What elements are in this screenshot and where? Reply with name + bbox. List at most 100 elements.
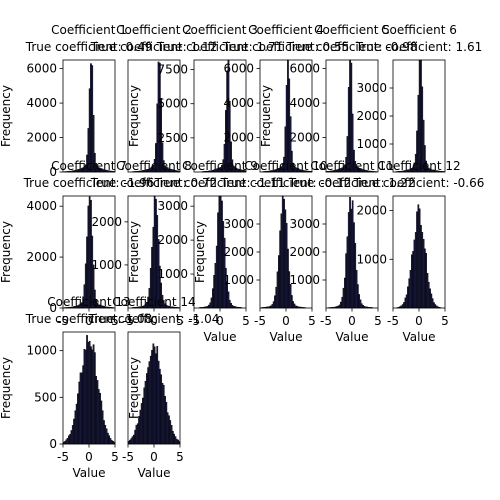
panel-title: Coefficient 10 bbox=[244, 159, 327, 173]
panel-subtitle: True coefficient: -1.11 bbox=[154, 176, 286, 190]
x-tick-label: 0 bbox=[85, 450, 93, 464]
panel-subtitle: True coefficient: 0.49 bbox=[25, 40, 152, 54]
x-tick-label: 5 bbox=[374, 314, 382, 328]
x-axis-label: Value bbox=[336, 330, 369, 344]
x-tick-label: -5 bbox=[122, 450, 134, 464]
y-tick-label: 2000 bbox=[91, 215, 122, 229]
panel-subtitle: True coefficient: 0.55 bbox=[222, 40, 349, 54]
panel-title: Coefficient 8 bbox=[116, 159, 192, 173]
y-tick-label: 2000 bbox=[223, 131, 254, 145]
y-tick-label: 1000 bbox=[289, 273, 320, 287]
x-tick-label: 0 bbox=[415, 314, 423, 328]
panel-subtitle: True coefficient: 1.22 bbox=[288, 176, 415, 190]
y-tick-label: 2000 bbox=[356, 109, 387, 123]
panel-subtitle: True coefficient: 0.72 bbox=[90, 176, 217, 190]
x-axis-label: Value bbox=[138, 466, 171, 480]
x-tick-label: 5 bbox=[176, 450, 184, 464]
y-axis-label: Frequency bbox=[0, 357, 13, 419]
x-tick-label: 5 bbox=[308, 314, 316, 328]
panel-subtitle: True coefficient: -0.66 bbox=[353, 176, 485, 190]
panel-title: Coefficient 4 bbox=[248, 23, 324, 37]
panel-subtitle: True coefficient: 1.71 bbox=[156, 40, 283, 54]
y-tick-label: 3000 bbox=[223, 217, 254, 231]
y-tick-label: 0 bbox=[49, 437, 57, 451]
panel-title: Coefficient 13 bbox=[47, 295, 130, 309]
y-axis-label: Frequency bbox=[0, 85, 13, 147]
y-axis-label: Frequency bbox=[127, 357, 141, 419]
y-axis-label: Frequency bbox=[127, 85, 141, 147]
x-tick-label: 5 bbox=[242, 314, 250, 328]
y-tick-label: 1000 bbox=[157, 267, 188, 281]
x-tick-label: -5 bbox=[188, 314, 200, 328]
y-tick-label: 2000 bbox=[289, 131, 320, 145]
y-tick-label: 4000 bbox=[26, 96, 57, 110]
y-tick-label: 500 bbox=[34, 390, 57, 404]
y-tick-label: 5000 bbox=[157, 97, 188, 111]
panel-title: Coefficient 11 bbox=[310, 159, 393, 173]
panel-title: Coefficient 6 bbox=[381, 23, 457, 37]
axes-frame bbox=[62, 59, 116, 173]
y-axis-label: Frequency bbox=[127, 221, 141, 283]
x-tick-label: 0 bbox=[282, 314, 290, 328]
x-tick-label: -5 bbox=[122, 314, 134, 328]
x-tick-label: 5 bbox=[441, 314, 449, 328]
axes-frame bbox=[193, 59, 247, 173]
y-tick-label: 6000 bbox=[289, 62, 320, 76]
x-axis-label: Value bbox=[403, 330, 436, 344]
y-tick-label: 4000 bbox=[223, 96, 254, 110]
panel-title: Coefficient 7 bbox=[51, 159, 127, 173]
axes-frame bbox=[259, 59, 313, 173]
y-tick-label: 3000 bbox=[157, 199, 188, 213]
panel-title: Coefficient 1 bbox=[51, 23, 127, 37]
panel-subtitle: True coefficient: 1.61 bbox=[355, 40, 482, 54]
y-tick-label: 0 bbox=[49, 165, 57, 179]
x-tick-label: 0 bbox=[150, 450, 158, 464]
y-tick-label: 3000 bbox=[289, 217, 320, 231]
y-tick-label: 2000 bbox=[26, 250, 57, 264]
panel-title: Coefficient 12 bbox=[377, 159, 460, 173]
axes-frame bbox=[127, 59, 181, 173]
x-tick-label: 5 bbox=[176, 314, 184, 328]
y-tick-label: 1000 bbox=[26, 344, 57, 358]
y-tick-label: 2000 bbox=[289, 245, 320, 259]
y-tick-label: 2000 bbox=[356, 204, 387, 218]
x-axis-label: Value bbox=[73, 466, 106, 480]
panel-title: Coefficient 9 bbox=[182, 159, 258, 173]
x-tick-label: 5 bbox=[111, 450, 119, 464]
y-tick-label: 2000 bbox=[223, 245, 254, 259]
x-axis-label: Value bbox=[270, 330, 303, 344]
y-axis-label: Frequency bbox=[259, 85, 273, 147]
y-tick-label: 2000 bbox=[157, 233, 188, 247]
y-tick-label: 1000 bbox=[356, 137, 387, 151]
x-tick-label: -5 bbox=[320, 314, 332, 328]
y-axis-label: Frequency bbox=[0, 221, 13, 283]
x-tick-label: 0 bbox=[85, 314, 93, 328]
panel-subtitle: True coefficient: -1.04 bbox=[88, 312, 220, 326]
x-tick-label: 0 bbox=[216, 314, 224, 328]
x-tick-label: 0 bbox=[150, 314, 158, 328]
panel-title: Coefficient 5 bbox=[314, 23, 390, 37]
y-tick-label: 4000 bbox=[289, 96, 320, 110]
panel-title: Coefficient 3 bbox=[182, 23, 258, 37]
x-axis-label: Value bbox=[204, 330, 237, 344]
x-tick-label: 5 bbox=[111, 314, 119, 328]
y-tick-label: 4000 bbox=[26, 199, 57, 213]
panel-title: Coefficient 14 bbox=[112, 295, 195, 309]
y-tick-label: 2500 bbox=[157, 131, 188, 145]
axes-frame bbox=[325, 59, 379, 173]
y-tick-label: 2000 bbox=[26, 131, 57, 145]
panel-subtitle: True coefficient: -0.98 bbox=[286, 40, 418, 54]
y-tick-label: 1000 bbox=[91, 258, 122, 272]
y-tick-label: 6000 bbox=[26, 62, 57, 76]
panel-subtitle: True coefficient: -1.96 bbox=[23, 176, 155, 190]
x-tick-label: -5 bbox=[254, 314, 266, 328]
x-tick-label: -5 bbox=[387, 314, 399, 328]
y-tick-label: 1000 bbox=[356, 252, 387, 266]
y-tick-label: 7500 bbox=[157, 63, 188, 77]
panel-subtitle: True coefficient: 1.08 bbox=[25, 312, 152, 326]
y-tick-label: 0 bbox=[49, 301, 57, 315]
panel-subtitle: True coefficient: -0.12 bbox=[220, 176, 352, 190]
y-axis-label: Frequency bbox=[193, 221, 207, 283]
y-tick-label: 1000 bbox=[223, 273, 254, 287]
